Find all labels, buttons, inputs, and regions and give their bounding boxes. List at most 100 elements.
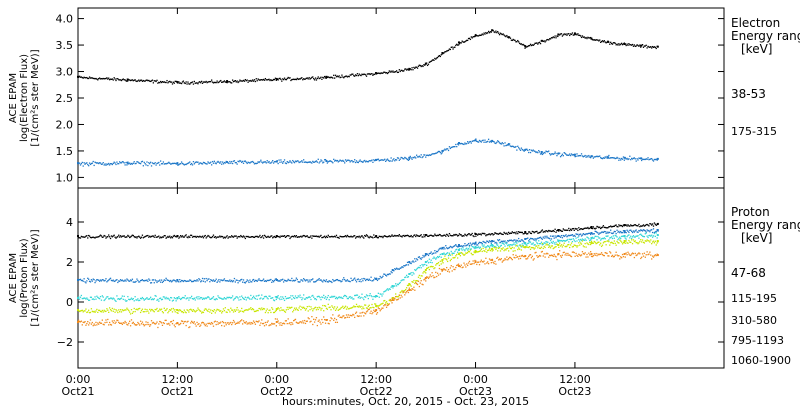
data-dot — [113, 234, 115, 236]
data-dot — [109, 237, 112, 240]
data-dot — [352, 306, 354, 308]
data-dot — [507, 259, 509, 261]
data-dot — [539, 231, 542, 233]
data-dot — [151, 309, 154, 311]
data-dot — [226, 280, 228, 282]
data-dot — [282, 78, 285, 81]
data-dot — [131, 79, 134, 81]
data-dot — [205, 297, 207, 300]
data-dot — [269, 309, 271, 311]
data-dot — [217, 280, 219, 282]
data-dot — [288, 279, 290, 282]
data-dot — [374, 278, 377, 280]
data-dot — [389, 298, 391, 301]
data-dot — [615, 44, 617, 46]
data-dot — [105, 77, 107, 80]
data-dot — [460, 42, 462, 44]
data-dot — [530, 149, 533, 151]
data-dot — [200, 80, 203, 83]
data-dot — [165, 237, 167, 239]
data-dot — [274, 310, 277, 312]
data-dot — [197, 280, 199, 282]
data-dot — [326, 296, 329, 299]
data-dot — [363, 307, 365, 310]
data-dot — [176, 322, 178, 324]
data-dot — [364, 159, 366, 162]
data-dot — [92, 236, 94, 238]
data-dot — [580, 228, 583, 230]
data-dot — [435, 258, 437, 260]
data-dot — [500, 248, 503, 250]
data-dot — [547, 230, 549, 233]
data-dot — [123, 162, 125, 164]
data-dot — [211, 280, 214, 282]
data-dot — [123, 322, 125, 324]
data-dot — [125, 322, 127, 324]
data-dot — [378, 304, 380, 307]
data-dot — [625, 158, 627, 160]
data-dot — [414, 156, 416, 158]
data-dot — [629, 254, 631, 256]
data-dot — [641, 234, 643, 236]
data-dot — [279, 77, 281, 80]
series-47-68 — [77, 222, 659, 240]
data-dot — [363, 160, 365, 162]
data-dot — [472, 36, 474, 38]
data-dot — [519, 240, 522, 242]
data-dot — [426, 235, 429, 237]
data-dot — [81, 279, 83, 282]
data-dot — [262, 79, 264, 81]
data-dot — [457, 245, 460, 248]
data-point — [424, 269, 427, 271]
data-dot — [643, 229, 646, 231]
data-dot — [126, 164, 128, 166]
data-dot — [583, 253, 585, 255]
data-dot — [227, 280, 229, 282]
data-dot — [286, 77, 288, 80]
data-dot — [328, 323, 330, 325]
data-dot — [405, 68, 407, 70]
data-dot — [456, 253, 458, 256]
data-dot — [655, 224, 657, 226]
data-dot — [371, 303, 373, 306]
data-dot — [293, 319, 295, 322]
data-dot — [508, 250, 510, 252]
data-dot — [618, 43, 620, 45]
data-dot — [475, 138, 477, 140]
data-dot — [420, 267, 422, 269]
data-dot — [182, 296, 185, 299]
data-dot — [600, 231, 603, 233]
data-dot — [395, 235, 397, 237]
data-dot — [216, 298, 218, 300]
data-dot — [253, 297, 256, 299]
y-tick-label: 0 — [66, 296, 73, 309]
data-dot — [595, 39, 597, 41]
data-dot — [100, 163, 103, 165]
data-dot — [244, 282, 247, 284]
data-dot — [630, 230, 633, 232]
data-dot — [549, 242, 551, 245]
data-dot — [355, 294, 358, 296]
data-dot — [305, 308, 308, 310]
data-dot — [104, 163, 106, 165]
data-dot — [622, 255, 625, 258]
data-dot — [219, 235, 221, 237]
data-dot — [115, 309, 117, 311]
data-dot — [247, 280, 249, 282]
data-dot — [277, 295, 279, 297]
data-dot — [124, 320, 126, 323]
data-dot — [474, 247, 476, 250]
data-point — [507, 143, 510, 146]
data-dot — [566, 34, 568, 36]
data-dot — [524, 238, 526, 240]
data-dot — [211, 81, 214, 83]
data-dot — [467, 250, 470, 253]
data-dot — [414, 282, 416, 285]
data-dot — [606, 227, 608, 229]
data-dot — [309, 281, 311, 283]
data-dot — [330, 160, 332, 162]
data-dot — [129, 298, 131, 301]
data-dot — [378, 278, 380, 280]
data-dot — [293, 307, 296, 309]
data-dot — [577, 229, 579, 232]
